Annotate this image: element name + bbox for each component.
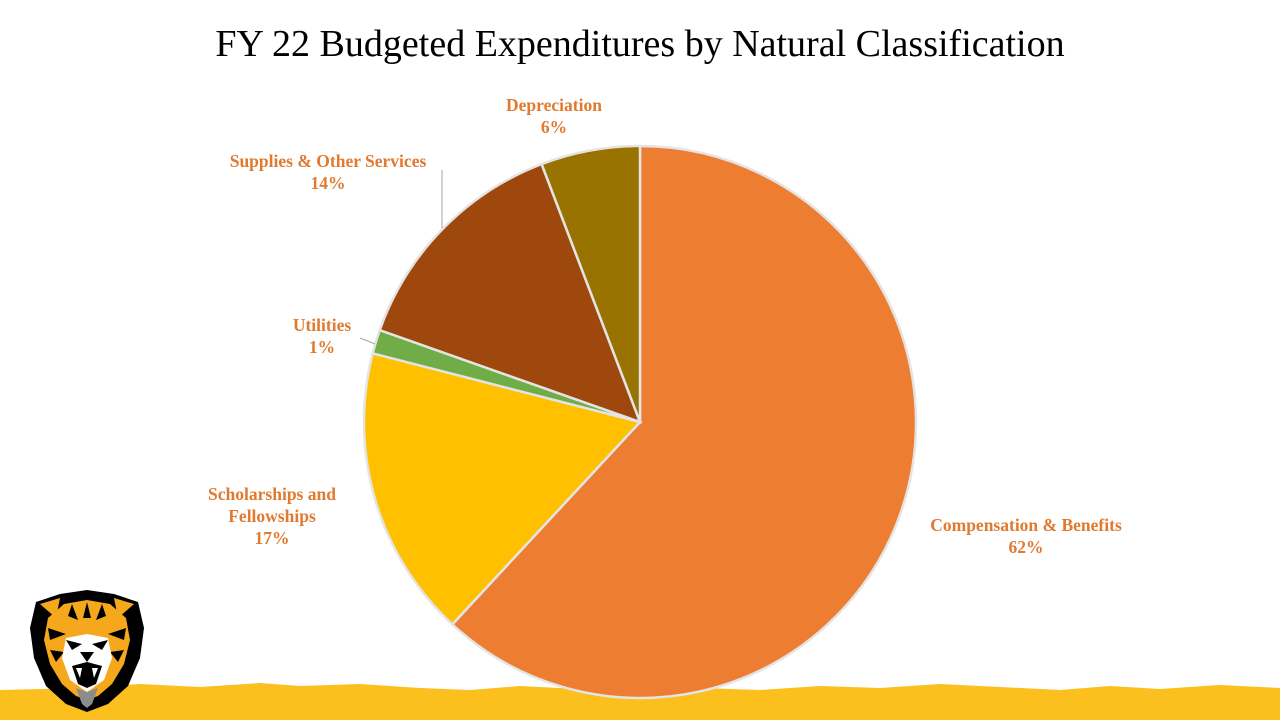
- slice-label: Scholarships and Fellowships 17%: [208, 484, 336, 548]
- slice-label: Supplies & Other Services 14%: [230, 151, 427, 193]
- slice-label: Depreciation 6%: [506, 95, 602, 137]
- slice-percent-label: 17%: [255, 528, 290, 548]
- slice-percent-label: 14%: [311, 173, 346, 193]
- pie-slice: [450, 144, 918, 700]
- chart-title: FY 22 Budgeted Expenditures by Natural C…: [215, 23, 1065, 65]
- slice-label: Compensation & Benefits 62%: [930, 515, 1122, 557]
- tiger-head-icon: [30, 590, 144, 712]
- pie-slice: [540, 144, 642, 423]
- slice-percent-label: 6%: [541, 117, 567, 137]
- pie-slice: [362, 351, 643, 627]
- slice-label: Utilities 1%: [293, 315, 352, 357]
- slice-percent-label: 62%: [1009, 537, 1044, 557]
- pie-slice: [378, 162, 643, 425]
- slice-percent-label: 1%: [309, 337, 335, 357]
- leader-line: [359, 337, 376, 345]
